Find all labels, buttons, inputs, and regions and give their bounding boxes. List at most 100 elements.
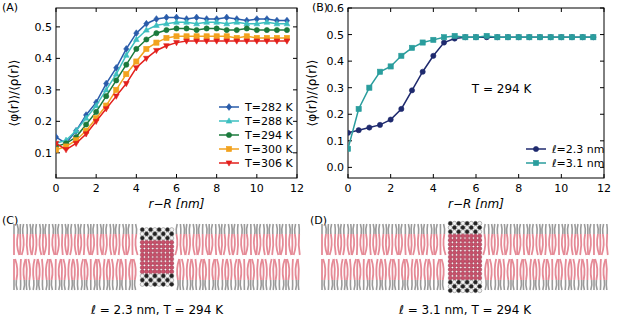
protein-bead (457, 221, 461, 225)
protein-bead (157, 240, 161, 244)
lipid-tail (48, 234, 50, 255)
lipid-tail (52, 234, 54, 255)
protein-bead (140, 244, 144, 248)
lipid-head (591, 280, 592, 290)
frame (56, 8, 297, 178)
lipid-head (555, 224, 556, 234)
lipid-tail (30, 234, 32, 255)
lipid-head (215, 224, 217, 234)
lipid-head (436, 224, 437, 234)
lipid-tail (381, 259, 383, 280)
marker (431, 53, 436, 58)
lipid-tail (121, 259, 123, 280)
protein-bead (157, 257, 161, 261)
lipid-head (59, 280, 60, 290)
lipid-head (336, 280, 338, 290)
lipid-tail (582, 259, 584, 280)
lipid-tail (362, 234, 364, 255)
marker (113, 71, 119, 76)
lipid-tail (575, 234, 577, 255)
lipid-head (359, 280, 360, 290)
lipid-tail (41, 259, 44, 280)
lipid-head (411, 280, 413, 290)
lipid-head (430, 280, 431, 290)
lipid-tail (270, 259, 272, 280)
lipid-head (77, 224, 79, 234)
lipid-tail (413, 234, 415, 255)
protein-bead (157, 274, 161, 278)
protein-bead (165, 240, 169, 244)
lipid-tail (581, 259, 582, 280)
lipid-tail (96, 234, 98, 255)
marker (356, 106, 361, 111)
y-tick-label: 0.4 (35, 52, 53, 65)
lipid-head (600, 280, 602, 290)
x-tick-label: 4 (430, 182, 437, 195)
lipid-tail (55, 259, 57, 280)
protein-bead (461, 263, 465, 267)
marker (244, 39, 250, 44)
lipid-head (392, 280, 394, 290)
lipid-head (212, 280, 213, 290)
protein-bead (478, 259, 482, 263)
marker (548, 35, 553, 40)
lipid-head (379, 280, 381, 290)
lipid-tail (92, 234, 94, 255)
marker (533, 160, 538, 165)
lipid-head (354, 280, 355, 290)
lipid-tail (39, 234, 41, 255)
series-line (348, 36, 593, 149)
lipid-head (208, 280, 210, 290)
lipid-tail (586, 259, 588, 280)
y-tick (56, 121, 60, 122)
marker (559, 35, 564, 40)
lipid-head (507, 280, 510, 290)
panel-label: (B) (312, 1, 328, 14)
lipid-head (593, 280, 595, 290)
lipid-tail (487, 234, 490, 255)
lipid-tail (68, 259, 69, 280)
lipid-head (259, 224, 262, 234)
lipid-head (100, 224, 101, 234)
marker (144, 27, 150, 32)
lipid-tail (298, 259, 299, 280)
x-tick (56, 174, 57, 178)
lipid-head (221, 224, 223, 234)
lipid-head (408, 224, 409, 234)
lipid-head (571, 224, 573, 234)
marker (184, 39, 190, 44)
lipid-head (94, 280, 95, 290)
protein-bead (153, 253, 157, 257)
protein-bead (161, 249, 165, 253)
protein-bead (452, 247, 456, 251)
protein-bead (452, 268, 456, 272)
lipid-head (523, 224, 525, 234)
y-tick (348, 8, 352, 9)
protein-bead (153, 282, 157, 286)
marker (441, 40, 446, 45)
lipid-tail (262, 259, 263, 280)
marker (264, 19, 270, 24)
lipid-tail (250, 234, 252, 255)
x-tick-label: 0 (53, 182, 60, 195)
lipid-tail (490, 259, 492, 280)
lipid-head (294, 224, 297, 234)
lipid-tail (491, 234, 493, 255)
marker (224, 39, 230, 44)
lipid-head (385, 280, 387, 290)
protein-bead (170, 270, 174, 274)
protein-bead (452, 259, 456, 263)
lipid-tail (562, 234, 564, 255)
protein-bead (153, 265, 157, 269)
y-tick-label: 0.1 (327, 135, 345, 148)
lipid-head (440, 280, 442, 290)
lipid-head (433, 224, 435, 234)
lipid-tail (570, 259, 571, 280)
protein-bead (149, 253, 153, 257)
marker (204, 34, 209, 39)
lipid-tail (36, 259, 37, 280)
lipid-tail (260, 259, 262, 280)
lipid-tail (547, 259, 549, 280)
lipid-tail (516, 259, 518, 280)
lipid-head (275, 280, 278, 290)
